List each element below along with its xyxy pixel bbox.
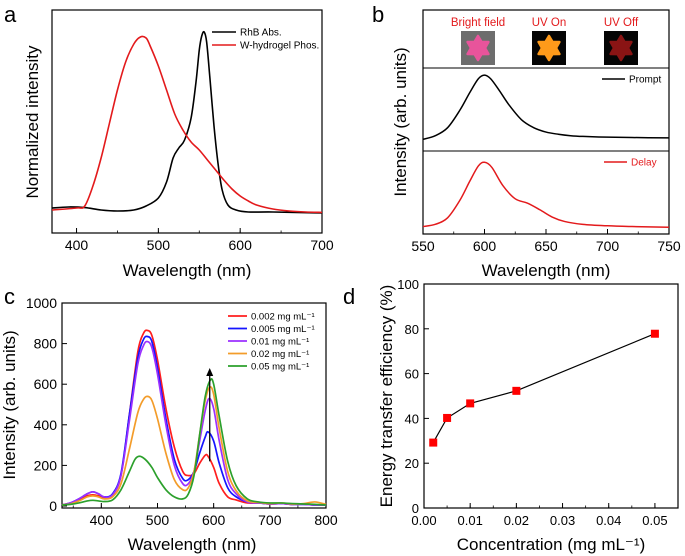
panel-d-ytick-label: 20 <box>405 456 419 471</box>
panel-b-xticks: 550 600 650 700 750 <box>411 229 681 254</box>
panel-c-arrow <box>206 367 214 462</box>
panel-c-letter: c <box>4 284 15 309</box>
panel-c-ytick-label: 200 <box>34 457 58 473</box>
legend-label-0-02-mg-ml: 0.02 mg mL⁻¹ <box>251 349 309 360</box>
panel-a-xtick-label: 700 <box>310 237 334 253</box>
sample-shape-0 <box>466 34 490 62</box>
panel-c-ticks: 400 500 600 700 800 0 200 400 600 800 1000 <box>26 295 338 528</box>
arrow-head <box>206 367 214 376</box>
panel-a-legend: RhB Abs. W-hydrogel Phos. <box>212 28 319 52</box>
panel-d-frame <box>423 283 679 509</box>
panel-c-ytick-label: 600 <box>34 376 58 392</box>
panel-d-xtick-label: 0.02 <box>504 513 529 528</box>
legend-label-0-01-mg-ml: 0.01 mg mL⁻¹ <box>251 337 309 348</box>
photo-uv-on <box>532 31 566 65</box>
panel-b-xlabel: Wavelength (nm) <box>482 261 611 280</box>
panel-a-frame <box>51 9 323 234</box>
panel-b-xtick-label: 550 <box>411 238 435 254</box>
series-line-delay <box>422 161 670 229</box>
panel-a-xtick-label: 400 <box>65 237 89 253</box>
series-line-0-02-mg-ml <box>61 386 327 506</box>
panel-d-ytick-label: 0 <box>412 501 419 516</box>
panel-d-xtick-label: 0.05 <box>642 513 667 528</box>
legend-label-w-hydrogel-phos: W-hydrogel Phos. <box>240 41 319 52</box>
data-point-marker <box>650 329 659 338</box>
legend-label-rhb-abs: RhB Abs. <box>240 28 282 39</box>
panel-b-xtick-label: 700 <box>596 238 620 254</box>
panel-d-ytick-label: 80 <box>405 322 419 337</box>
panel-d-ylabel: Energy transfer efficiency (%) <box>377 285 396 508</box>
panel-b-legend-delay: Delay <box>604 158 657 169</box>
inset-label-uv-off: UV Off <box>604 17 639 29</box>
data-point-marker <box>429 438 438 447</box>
panel-a-xtick-label: 500 <box>147 237 171 253</box>
photo-bright-field <box>461 31 495 65</box>
data-point-marker <box>466 399 475 408</box>
panel-b: Bright field UV On UV Off 550 600 650 700 75… <box>391 9 681 280</box>
panel-b-xtick-label: 600 <box>473 238 497 254</box>
panel-c-xtick-label: 600 <box>202 512 226 528</box>
sample-shape-1 <box>537 34 561 62</box>
panel-c-ytick-label: 0 <box>49 498 57 514</box>
series-line-rhb-abs <box>51 30 323 214</box>
panel-c-xtick-label: 500 <box>146 512 170 528</box>
panel-c-ytick-label: 800 <box>34 336 58 352</box>
panel-a-xlabel: Wavelength (nm) <box>123 261 252 280</box>
panel-c-xtick-label: 800 <box>314 512 338 528</box>
legend-label-0-002-mg-ml: 0.002 mg mL⁻¹ <box>251 312 315 323</box>
legend-label-0-005-mg-ml: 0.005 mg mL⁻¹ <box>251 324 315 335</box>
panel-c: 400 500 600 700 800 0 200 400 600 800 1000 0.002 m… <box>0 295 338 554</box>
panel-b-xtick-label: 750 <box>657 238 681 254</box>
inset-label-bright-field: Bright field <box>451 17 505 29</box>
panel-a-xticks: 400 500 600 700 <box>65 228 334 253</box>
panel-d-xtick-label: 0.01 <box>458 513 483 528</box>
panel-a-ylabel: Normalized intensity <box>23 45 42 199</box>
data-point-marker <box>512 386 521 395</box>
panel-d-ytick-label: 40 <box>405 411 419 426</box>
panel-b-ylabel: Intensity (arb. units) <box>391 47 410 196</box>
panel-a-xtick-label: 600 <box>229 237 253 253</box>
panel-b-lines <box>422 74 670 229</box>
panel-d-lines <box>429 329 659 447</box>
panel-b-xtick-label: 650 <box>534 238 558 254</box>
photo-uv-off <box>604 31 638 65</box>
panel-c-frame <box>61 302 327 509</box>
panel-c-lines <box>61 329 327 506</box>
efficiency-line <box>432 333 656 443</box>
panel-d-xtick-label: 0.00 <box>411 513 436 528</box>
series-line-prompt <box>422 74 670 141</box>
panel-d-letter: d <box>343 284 355 309</box>
legend-label-delay: Delay <box>631 158 657 169</box>
panel-b-letter: b <box>372 2 384 27</box>
legend-label-0-05-mg-ml: 0.05 mg mL⁻¹ <box>251 362 309 373</box>
data-point-marker <box>443 413 452 422</box>
panel-d: 0.00 0.01 0.02 0.03 0.04 0.05 0 20 40 60 80 100 Con… <box>377 277 679 554</box>
panel-c-xtick-label: 400 <box>90 512 114 528</box>
panel-c-ytick-label: 400 <box>34 417 58 433</box>
panel-d-xtick-label: 0.04 <box>596 513 621 528</box>
panel-c-ylabel: Intensity (arb. units) <box>0 330 19 479</box>
series-line-0-05-mg-ml <box>61 378 327 506</box>
panel-b-legend-prompt: Prompt <box>602 75 661 86</box>
panel-a-lines <box>51 30 323 214</box>
panel-c-xlabel: Wavelength (nm) <box>128 535 257 554</box>
panel-c-legend: 0.002 mg mL⁻¹0.005 mg mL⁻¹0.01 mg mL⁻¹0.… <box>228 312 315 373</box>
panel-a-letter: a <box>4 2 17 27</box>
panel-c-ytick-label: 1000 <box>26 295 57 311</box>
panel-d-ytick-label: 100 <box>397 277 419 292</box>
inset-label-uv-on: UV On <box>532 17 567 29</box>
panel-c-xtick-label: 700 <box>258 512 282 528</box>
panel-d-xlabel: Concentration (mg mL⁻¹) <box>457 535 645 554</box>
panel-a: 400 500 600 700 RhB Abs. W-hydrogel Phos. W… <box>23 9 334 280</box>
sample-shape-2 <box>609 34 633 62</box>
panel-d-xtick-label: 0.03 <box>550 513 575 528</box>
series-line-w-hydrogel-phos <box>51 35 323 214</box>
legend-label-prompt: Prompt <box>629 75 661 86</box>
panel-d-ticks: 0.00 0.01 0.02 0.03 0.04 0.05 0 20 40 60 80 100 <box>397 277 679 528</box>
panel-d-ytick-label: 60 <box>405 367 419 382</box>
